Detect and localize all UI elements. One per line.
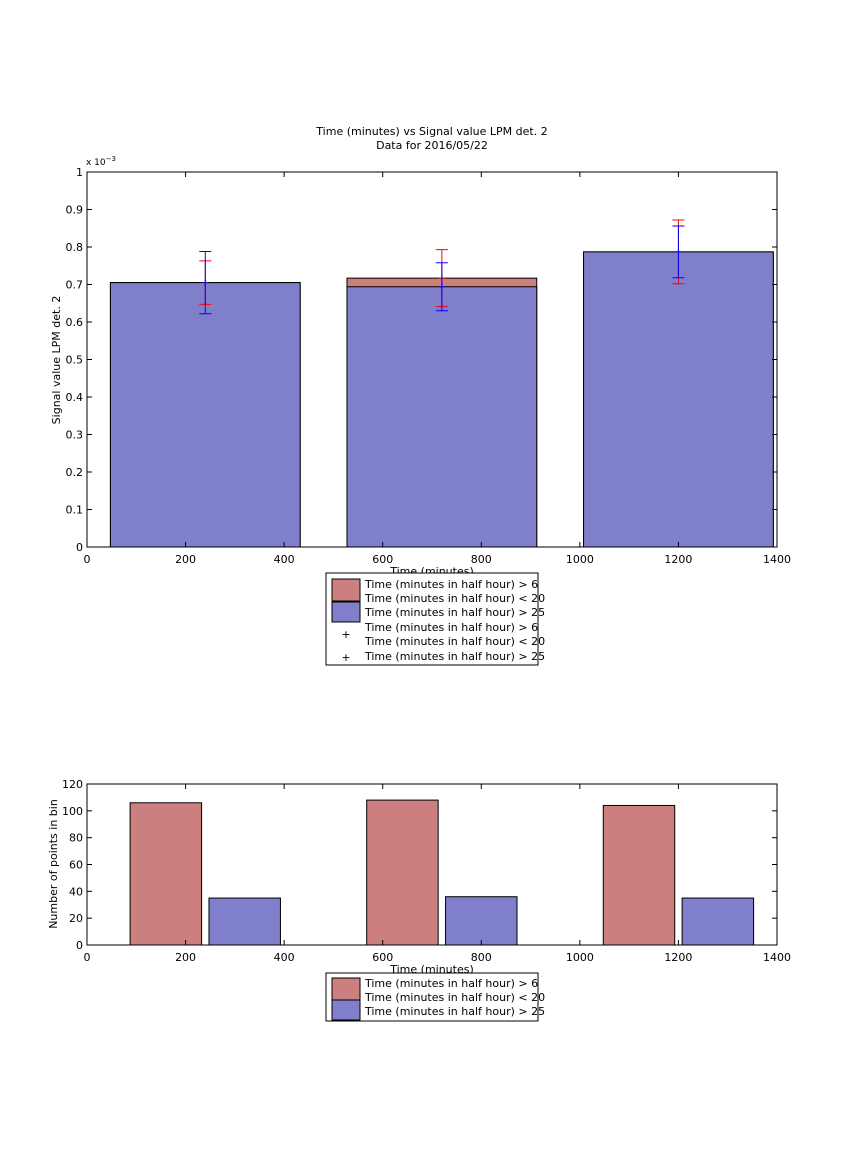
error-bar-blue-2 (672, 225, 685, 279)
x-tick-label: 1000 (566, 553, 594, 566)
x-tick-label: 400 (274, 951, 295, 964)
count-bar-blue-0 (208, 897, 281, 946)
y-tick-label: 40 (69, 885, 83, 898)
legend-label-red-line2: Time (minutes in half hour) < 20 (364, 592, 545, 605)
y-tick-label: 0.5 (66, 354, 84, 367)
x-tick-label: 800 (471, 553, 492, 566)
y-tick-label: 0.9 (66, 204, 84, 217)
y-tick-label: 0.3 (66, 429, 84, 442)
y-multiplier-label: x 10−3 (86, 155, 116, 168)
legend-box (325, 572, 539, 666)
chart-title: Time (minutes) vs Signal value LPM det. … (315, 125, 547, 138)
x-tick-label: 1400 (763, 951, 791, 964)
count-chart: 0 200 400 600 800 1000 1200 1400 0 20 40 60 80 100 120… (47, 778, 791, 1022)
y-axis-label: Number of points in bin (47, 799, 60, 929)
y-tick-label: 0.7 (66, 279, 84, 292)
axis-ticks: 0 200 400 600 800 1000 1200 1400 0 20 40 60 80 100 120 (62, 778, 791, 964)
y-tick-label: 0.2 (66, 466, 84, 479)
legend-label-red-line1: Time (minutes in half hour) > 6 (364, 578, 538, 591)
y-tick-label: 80 (69, 832, 83, 845)
legend: Time (minutes in half hour) > 6 Time (mi… (325, 972, 545, 1022)
chart-subtitle: Data for 2016/05/22 (376, 139, 488, 152)
legend-swatch-red (331, 578, 361, 602)
y-tick-label: 60 (69, 859, 83, 872)
y-tick-label: 0 (76, 541, 83, 554)
bar-blue-2 (583, 251, 774, 548)
x-tick-label: 400 (274, 553, 295, 566)
x-tick-label: 200 (175, 951, 196, 964)
y-multiplier-base: x 10 (86, 158, 106, 168)
x-tick-label: 1200 (664, 553, 692, 566)
count-bar-blue-2 (681, 897, 755, 946)
x-tick-label: 600 (372, 951, 393, 964)
x-tick-label: 200 (175, 553, 196, 566)
y-tick-label: 20 (69, 912, 83, 925)
legend-label-blue: Time (minutes in half hour) > 25 (364, 1005, 545, 1018)
legend-marker-blue: + (341, 651, 350, 664)
y-tick-label: 0 (76, 939, 83, 952)
x-tick-label: 600 (372, 553, 393, 566)
axis-ticks: 0 200 400 600 800 1000 1200 1400 0 0.1 0.2 0.3 0.4 0.… (66, 166, 792, 566)
count-bar-red-1 (366, 799, 439, 946)
legend-box (325, 972, 539, 1022)
y-tick-label: 120 (62, 778, 83, 791)
count-bar-red-0 (129, 802, 203, 946)
y-tick-label: 0.4 (66, 391, 84, 404)
x-tick-label: 0 (84, 553, 91, 566)
x-tick-label: 0 (84, 951, 91, 964)
legend-label-red-line2: Time (minutes in half hour) < 20 (364, 991, 545, 1004)
bar-blue-0 (109, 282, 301, 548)
signal-chart: Time (minutes) vs Signal value LPM det. … (50, 125, 792, 666)
error-bar-blue-0 (199, 251, 212, 315)
legend-label-blue: Time (minutes in half hour) > 25 (364, 606, 545, 619)
bar-series-group (109, 251, 774, 548)
legend-swatch-blue (331, 999, 361, 1021)
legend-label-red-line1: Time (minutes in half hour) > 6 (364, 977, 538, 990)
y-multiplier-exponent: −3 (106, 155, 116, 163)
x-tick-label: 1000 (566, 951, 594, 964)
y-tick-label: 0.6 (66, 316, 84, 329)
bar-blue-1 (346, 286, 538, 548)
y-tick-label: 100 (62, 805, 83, 818)
count-bar-blue-1 (445, 896, 518, 946)
legend-marker-red: + (341, 628, 350, 641)
y-tick-label: 0.1 (66, 504, 84, 517)
x-tick-label: 1400 (763, 553, 791, 566)
legend-errbar-red-line1: Time (minutes in half hour) > 6 (364, 621, 538, 634)
legend-swatch-blue (331, 601, 361, 623)
error-bar-blue-1 (435, 262, 448, 312)
y-tick-label: 0.8 (66, 241, 84, 254)
x-tick-label: 800 (471, 951, 492, 964)
legend-errbar-blue: Time (minutes in half hour) > 25 (364, 650, 545, 663)
legend-errbar-red-line2: Time (minutes in half hour) < 20 (364, 635, 545, 648)
legend-swatch-red (331, 977, 361, 1001)
x-tick-label: 1200 (664, 951, 692, 964)
legend: Time (minutes in half hour) > 6 Time (mi… (325, 572, 545, 666)
bar-series-group (129, 799, 755, 946)
error-bar-group (199, 219, 685, 315)
y-tick-label: 1 (76, 166, 83, 179)
count-bar-red-2 (602, 804, 676, 946)
y-axis-label: Signal value LPM det. 2 (50, 296, 63, 425)
